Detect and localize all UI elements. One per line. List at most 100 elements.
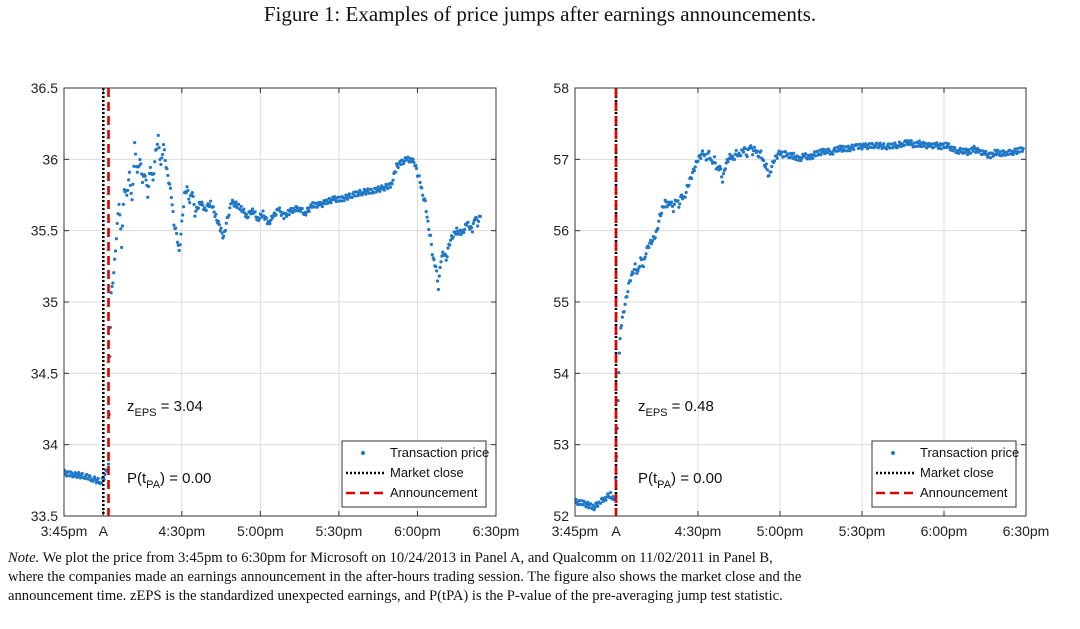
price-point: [168, 186, 173, 190]
price-point: [628, 279, 633, 283]
price-point: [179, 232, 183, 236]
price-point: [696, 159, 700, 163]
price-point: [1003, 153, 1007, 157]
price-point: [274, 213, 278, 217]
price-point: [924, 142, 928, 146]
price-point: [902, 143, 906, 148]
price-point: [575, 497, 578, 501]
price-point: [287, 213, 291, 217]
price-point: [475, 217, 479, 221]
price-point: [755, 149, 759, 153]
price-point: [347, 192, 351, 196]
price-point: [120, 245, 124, 250]
price-point: [622, 310, 626, 314]
price-point: [109, 291, 113, 295]
price-point: [438, 265, 442, 270]
price-point: [944, 141, 948, 145]
price-point: [110, 284, 114, 289]
price-point: [644, 252, 648, 256]
price-point: [703, 152, 707, 157]
y-tick-label: 34: [42, 437, 58, 453]
price-point: [291, 206, 296, 210]
price-point: [721, 172, 726, 176]
price-point: [143, 174, 147, 178]
price-point: [914, 144, 918, 148]
price-point: [643, 255, 647, 259]
price-point: [662, 205, 666, 209]
price-point: [978, 148, 983, 152]
price-point: [120, 224, 125, 228]
price-point: [671, 210, 676, 214]
price-point: [941, 142, 945, 146]
price-point: [249, 212, 253, 216]
price-point: [631, 271, 635, 276]
price-point: [161, 142, 166, 147]
price-point: [83, 476, 87, 481]
y-tick-label: 57: [553, 151, 569, 167]
price-point: [157, 146, 161, 150]
price-point: [764, 162, 768, 166]
price-series: [64, 133, 482, 486]
price-point: [268, 222, 272, 226]
price-point: [620, 315, 624, 319]
price-point: [741, 150, 746, 154]
price-point: [780, 150, 784, 154]
price-point: [336, 195, 340, 199]
price-point: [151, 178, 155, 182]
price-point: [323, 202, 327, 206]
price-point: [857, 146, 861, 150]
price-point: [592, 508, 596, 512]
note-line-1: Note. We plot the price from 3:45pm to 6…: [8, 549, 1074, 568]
price-point: [174, 231, 179, 236]
price-point: [430, 253, 434, 257]
price-point: [250, 207, 255, 211]
price-point: [953, 146, 957, 151]
price-point: [148, 165, 152, 170]
price-point: [451, 235, 455, 239]
price-point: [968, 151, 973, 155]
price-point: [99, 481, 104, 485]
price-point: [980, 152, 984, 157]
price-point: [140, 180, 145, 185]
price-point: [793, 157, 798, 162]
price-point: [1020, 149, 1024, 153]
price-point: [833, 146, 837, 150]
price-point: [462, 227, 467, 231]
price-point: [352, 190, 356, 194]
price-point: [712, 155, 717, 159]
price-point: [586, 500, 590, 504]
price-point: [961, 147, 965, 151]
price-point: [719, 167, 723, 171]
price-point: [882, 142, 886, 146]
price-point: [739, 154, 743, 158]
price-point: [307, 209, 311, 213]
x-tick-label: A: [99, 523, 109, 539]
price-point: [456, 232, 461, 236]
price-point: [705, 157, 709, 161]
price-point: [796, 158, 800, 162]
price-point: [126, 188, 130, 192]
price-point: [577, 498, 582, 503]
price-point: [435, 279, 440, 283]
price-point: [390, 182, 394, 186]
price-point: [238, 207, 242, 212]
price-point: [677, 205, 681, 209]
price-point: [174, 226, 178, 230]
y-tick-label: 36.5: [31, 80, 58, 96]
price-point: [967, 148, 971, 152]
price-point: [147, 184, 151, 189]
price-point: [406, 155, 410, 159]
price-point: [865, 146, 870, 151]
price-point: [417, 174, 421, 178]
price-point: [165, 167, 169, 171]
price-point: [585, 503, 589, 507]
price-point: [332, 195, 337, 199]
y-tick-label: 35.5: [31, 223, 58, 239]
price-point: [372, 190, 376, 195]
price-point: [459, 232, 463, 237]
price-point: [434, 264, 438, 269]
price-point: [188, 201, 192, 205]
x-tick-label: 6:30pm: [473, 523, 520, 539]
price-point: [647, 245, 651, 250]
